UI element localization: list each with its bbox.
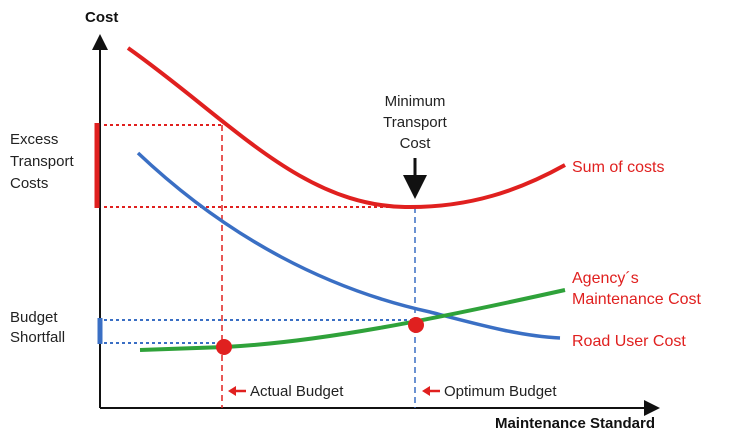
optimum-arrowhead [422, 386, 430, 396]
minimum-label: Cost [400, 135, 432, 152]
minimum-label: Minimum [385, 93, 446, 110]
agency-label: Agency´s [572, 270, 639, 287]
guides [94, 123, 416, 408]
agency-label: Maintenance Cost [572, 291, 702, 308]
x-axis-label: Maintenance Standard [495, 415, 655, 432]
road-user-label: Road User Cost [572, 333, 686, 350]
minimum-label: Transport [383, 114, 447, 131]
shortfall-label: Budget [10, 309, 58, 326]
shortfall-label: Shortfall [10, 329, 65, 346]
road-user-curve [136, 151, 561, 340]
excess-label: Excess [10, 131, 58, 148]
optimum-point [408, 317, 424, 333]
y-axis-label: Cost [85, 9, 118, 26]
agency-curve [139, 288, 566, 352]
actual-budget-label: Actual Budget [250, 383, 344, 400]
sum-curve [126, 46, 566, 210]
optimum-budget-label: Optimum Budget [444, 383, 557, 400]
actual-arrowhead [228, 386, 236, 396]
excess-label: Costs [10, 175, 48, 192]
sum-label: Sum of costs [572, 159, 664, 176]
excess-label: Transport [10, 153, 74, 170]
actual-point [216, 339, 232, 355]
